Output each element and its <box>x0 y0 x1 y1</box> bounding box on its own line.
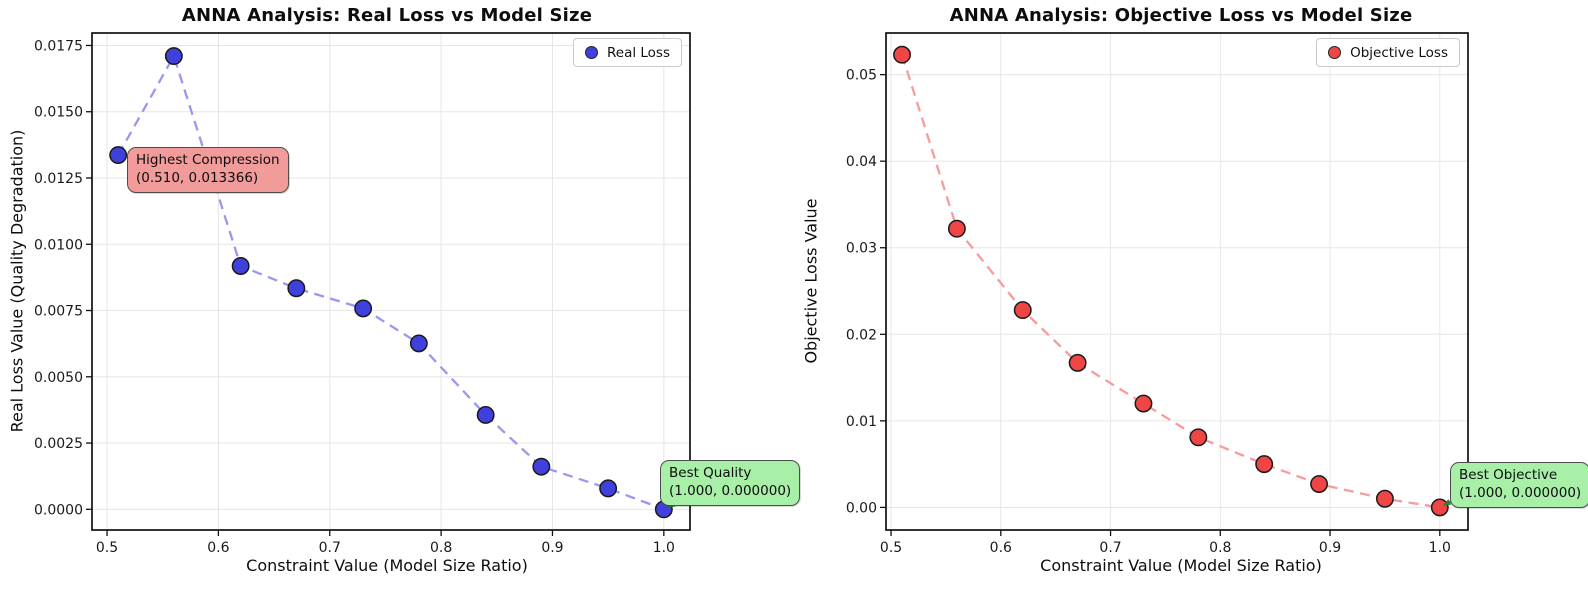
annotation-line: (0.510, 0.013366) <box>136 169 259 186</box>
annotation-highest-compression: Highest Compression (0.510, 0.013366) <box>127 147 289 193</box>
data-point-marker <box>893 45 911 64</box>
legend-label: Real Loss <box>606 44 670 61</box>
y-tick-label: 0.01 <box>846 414 877 430</box>
legend-marker-icon <box>1328 46 1342 59</box>
data-point-marker <box>1255 455 1274 474</box>
x-tick-label: 0.6 <box>207 540 229 556</box>
y-tick-label: 0.0000 <box>34 502 83 518</box>
annotation-best-objective: Best Objective (1.000, 0.000000) <box>1450 462 1588 508</box>
data-point-marker <box>947 219 966 238</box>
annotation-line: Best Quality <box>669 465 752 481</box>
annotation-best-quality: Best Quality (1.000, 0.000000) <box>660 460 801 506</box>
series-line <box>900 54 1440 509</box>
y-tick-label: 0.0150 <box>34 105 83 121</box>
y-tick-label: 0.0125 <box>34 171 83 187</box>
annotation-line: Highest Compression <box>136 152 280 168</box>
data-point-marker <box>1310 475 1329 493</box>
objective-loss-plot-area: 0.5 0.6 0.7 0.8 0.9 1.0 0.00 0.01 0.02 0.03 0.04 0.… <box>846 32 1469 556</box>
x-tick-label: 0.7 <box>1099 540 1121 556</box>
chart-panel-real-loss: 0.5 0.6 0.7 0.8 0.9 1.0 0.0000 0.0025 0.0050 0.00… <box>7 5 801 575</box>
chart-panel-objective-loss: 0.5 0.6 0.7 0.8 0.9 1.0 0.00 0.01 0.02 0.03 0.04 0.… <box>794 0 1588 590</box>
data-point-marker <box>1013 301 1032 320</box>
annotation-line: (1.000, 0.000000) <box>669 482 792 499</box>
data-point-marker <box>409 334 428 353</box>
x-tick-label: 0.8 <box>1209 540 1231 556</box>
x-tick-label: 0.5 <box>96 540 118 556</box>
data-point-marker <box>1375 489 1394 508</box>
legend-label: Objective Loss <box>1350 44 1448 61</box>
x-tick-label: 0.7 <box>319 540 341 556</box>
data-point-marker <box>476 406 495 424</box>
legend-marker-icon <box>584 46 598 59</box>
x-tick-label: 0.9 <box>541 540 563 556</box>
axes-spine <box>91 32 691 531</box>
y-tick-label: 0.04 <box>846 154 877 170</box>
data-point-marker <box>109 146 128 164</box>
annotation-line: Best Objective <box>1459 467 1558 483</box>
chart-title-real-loss: ANNA Analysis: Real Loss vs Model Size <box>181 5 593 26</box>
y-tick-label: 0.03 <box>846 241 877 257</box>
y-tick-label: 0.0025 <box>34 436 83 452</box>
series-line <box>117 53 665 511</box>
data-point-marker <box>1430 498 1449 517</box>
data-point-marker <box>1189 428 1208 447</box>
x-tick-label: 0.9 <box>1319 540 1341 556</box>
annotation-arrowhead <box>1443 499 1452 506</box>
x-axis-label-objective-loss: Constraint Value (Model Size Ratio) <box>1040 556 1322 575</box>
legend-real-loss: Real Loss <box>572 38 682 67</box>
y-tick-label: 0.0175 <box>34 38 83 54</box>
chart-title-objective-loss: ANNA Analysis: Objective Loss vs Model S… <box>949 5 1413 26</box>
y-tick-label: 0.05 <box>846 68 877 84</box>
y-tick-label: 0.0050 <box>34 370 83 386</box>
x-tick-label: 1.0 <box>1429 540 1451 556</box>
data-point-marker <box>231 257 250 275</box>
y-tick-label: 0.02 <box>846 327 877 343</box>
annotation-line: (1.000, 0.000000) <box>1459 484 1582 501</box>
y-tick-label: 0.0075 <box>34 304 83 320</box>
x-tick-label: 0.8 <box>430 540 452 556</box>
x-axis-label-real-loss: Constraint Value (Model Size Ratio) <box>246 556 528 575</box>
data-point-marker <box>287 279 306 298</box>
x-tick-label: 0.6 <box>990 540 1012 556</box>
y-axis-label-objective-loss: Objective Loss Value <box>801 198 821 364</box>
legend-objective-loss: Objective Loss <box>1316 38 1460 67</box>
data-point-marker <box>1134 394 1153 413</box>
data-point-marker <box>532 457 551 476</box>
y-tick-label: 0.00 <box>846 500 877 516</box>
x-tick-label: 1.0 <box>653 540 675 556</box>
y-axis-label-real-loss: Real Loss Value (Quality Degradation) <box>7 129 27 433</box>
data-point-marker <box>599 479 618 498</box>
axes-spine <box>885 32 1469 531</box>
data-point-marker <box>354 299 373 318</box>
data-point-marker <box>164 47 183 66</box>
data-point-marker <box>1068 353 1087 372</box>
x-tick-label: 0.5 <box>880 540 902 556</box>
y-tick-label: 0.0100 <box>34 237 83 253</box>
